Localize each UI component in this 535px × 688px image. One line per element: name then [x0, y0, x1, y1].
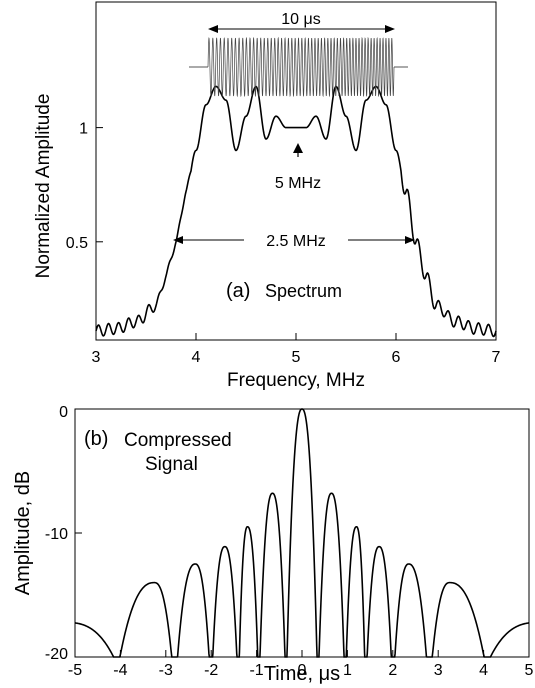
- compressed-x-tick-label: 4: [479, 662, 488, 679]
- bandwidth-label: 2.5 MHz: [266, 233, 326, 250]
- spectrum-y-ticks: 10.5: [66, 121, 103, 252]
- spectrum-x-ticks: 3 4 5 6 7: [92, 333, 501, 366]
- spectrum-y-tick-label: 1: [79, 121, 88, 138]
- compressed-y-tick-label: 0: [59, 404, 68, 421]
- spectrum-x-tick-label: 4: [192, 349, 201, 366]
- bandwidth-arrow-left-head: [173, 236, 183, 244]
- compressed-y-ticks: 0 -10 -20: [45, 404, 82, 663]
- compressed-x-tick-label: 0: [298, 662, 307, 679]
- duration-annotation: 10 μs: [281, 11, 320, 28]
- compressed-x-tick-label: -5: [68, 662, 82, 679]
- compressed-x-tick-label: 3: [434, 662, 443, 679]
- duration-arrow-left-head: [208, 25, 218, 33]
- center-frequency-annotation: 5 MHz: [275, 143, 321, 192]
- chirp-pulse-inset: 10 μs: [189, 11, 408, 98]
- compressed-x-tick-label: -3: [159, 662, 173, 679]
- spectrum-y-tick-label: 0.5: [66, 235, 88, 252]
- compressed-y-tick-label: -10: [45, 526, 68, 543]
- spectrum-x-tick-label: 3: [92, 349, 101, 366]
- compressed-x-tick-label: -2: [204, 662, 218, 679]
- chirp-waveform: [207, 36, 395, 98]
- compressed-x-tick-label: 1: [343, 662, 352, 679]
- bandwidth-annotation: 2.5 MHz: [173, 233, 415, 250]
- compressed-x-axis-title: Time, μs: [264, 663, 340, 685]
- compressed-signal-panel: -5 -4 -3 -2 -1 0 1 2 3 4 5 0-10-20 (b) Compressed …: [12, 404, 534, 685]
- spectrum-x-tick-label: 6: [392, 349, 401, 366]
- compressed-x-tick-label: -4: [113, 662, 127, 679]
- spectrum-x-axis-title: Frequency, MHz: [227, 370, 365, 391]
- compressed-x-ticks: -5 -4 -3 -2 -1 0 1 2 3 4 5: [68, 650, 534, 679]
- spectrum-curve: [95, 85, 497, 338]
- compressed-signal-curve: [74, 408, 530, 658]
- center-frequency-label: 5 MHz: [275, 175, 321, 192]
- compressed-panel-title-line2: Signal: [145, 454, 198, 475]
- spectrum-y-axis-title: Normalized Amplitude: [33, 94, 54, 279]
- compressed-x-tick-label: -1: [249, 662, 263, 679]
- spectrum-panel-title: Spectrum: [265, 281, 342, 301]
- bandwidth-arrow-right-head: [405, 236, 415, 244]
- duration-arrow-right-head: [385, 25, 395, 33]
- center-arrow-head: [293, 143, 303, 153]
- compressed-y-axis-title: Amplitude, dB: [12, 471, 34, 596]
- compressed-x-tick-label: 5: [525, 662, 534, 679]
- spectrum-x-tick-label: 7: [492, 349, 501, 366]
- compressed-y-tick-label: -20: [45, 646, 68, 663]
- spectrum-panel-label: (a): [226, 280, 250, 302]
- spectrum-x-tick-label: 5: [292, 349, 301, 366]
- compressed-x-tick-label: 2: [388, 662, 397, 679]
- compressed-panel-title-line1: Compressed: [124, 430, 232, 451]
- compressed-panel-label: (b): [84, 428, 108, 450]
